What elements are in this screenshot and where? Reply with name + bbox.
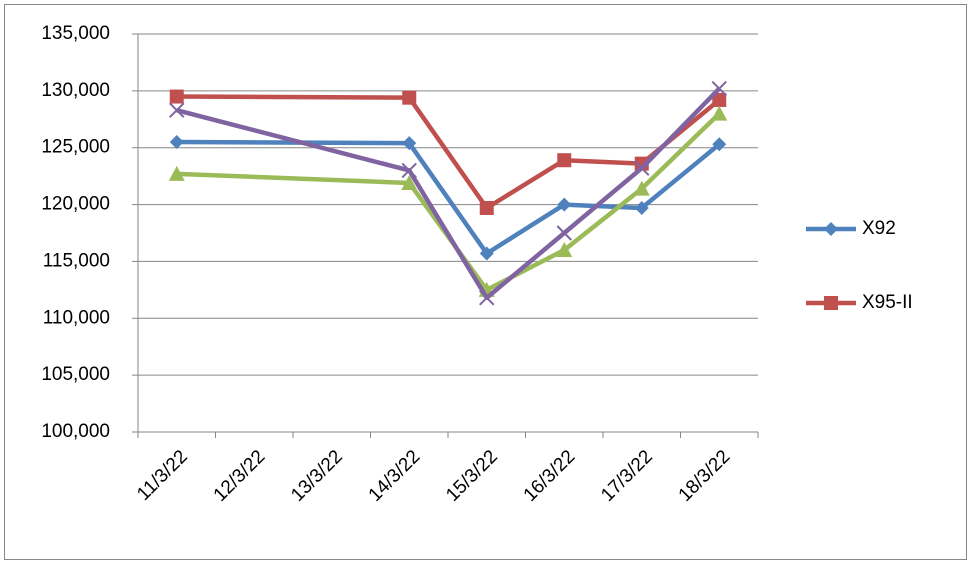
marker (824, 296, 838, 310)
marker (633, 180, 650, 196)
marker (634, 200, 649, 215)
marker (557, 197, 572, 212)
marker (402, 90, 417, 105)
series-line (176, 111, 721, 293)
marker (401, 174, 418, 190)
marker (479, 200, 494, 215)
marker (168, 165, 185, 181)
marker (824, 222, 838, 236)
y-tick-label: 120,000 (41, 194, 110, 215)
chart-border (4, 4, 967, 560)
marker (712, 137, 727, 152)
marker (402, 136, 417, 151)
y-tick-label: 130,000 (41, 80, 110, 101)
legend-label: X95-II (862, 292, 913, 313)
series-line (176, 139, 721, 256)
marker (169, 135, 184, 150)
series-line (176, 87, 721, 301)
y-tick-label: 115,000 (43, 250, 110, 271)
marker (711, 80, 727, 97)
marker (556, 242, 573, 258)
y-tick-label: 105,000 (41, 364, 110, 385)
marker (479, 290, 495, 306)
legend-entry: X95-II (806, 292, 913, 313)
y-tick-label: 125,000 (41, 137, 110, 158)
y-tick-label: 135,000 (41, 23, 110, 44)
marker (634, 160, 650, 176)
marker (557, 153, 572, 168)
marker (169, 89, 184, 104)
legend-entry: X92 (806, 218, 896, 239)
marker (711, 105, 728, 121)
marker (169, 102, 185, 118)
marker (479, 246, 494, 261)
marker (556, 225, 572, 241)
y-tick-label: 110,000 (43, 307, 110, 328)
marker (712, 92, 727, 107)
y-tick-label: 100,000 (41, 421, 110, 442)
legend-label: X92 (862, 218, 896, 239)
marker (401, 162, 417, 179)
